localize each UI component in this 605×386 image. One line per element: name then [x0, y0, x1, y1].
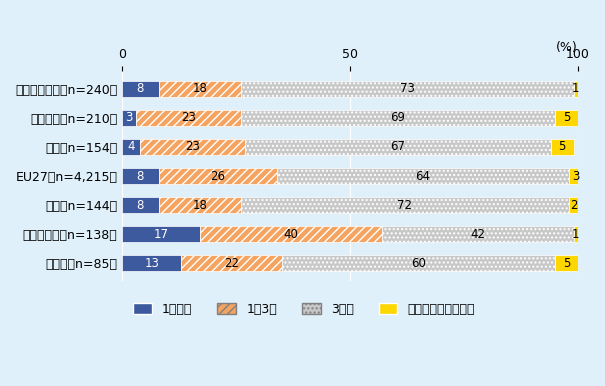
- Text: 5: 5: [558, 141, 566, 153]
- Text: 1: 1: [572, 82, 580, 95]
- Text: 4: 4: [128, 141, 135, 153]
- Text: 8: 8: [137, 199, 144, 212]
- Bar: [159, 168, 277, 184]
- Bar: [282, 256, 555, 271]
- Bar: [277, 168, 569, 184]
- Text: 67: 67: [390, 141, 405, 153]
- Bar: [241, 81, 574, 96]
- Bar: [122, 256, 182, 271]
- Bar: [555, 256, 578, 271]
- Text: 40: 40: [283, 228, 298, 241]
- Bar: [136, 110, 241, 126]
- Text: 8: 8: [137, 82, 144, 95]
- Bar: [200, 226, 382, 242]
- Text: 23: 23: [181, 111, 195, 124]
- Bar: [122, 226, 200, 242]
- Text: 72: 72: [397, 199, 412, 212]
- Legend: 1年未満, 1〜3年, 3年超, わからない／未回答: 1年未満, 1〜3年, 3年超, わからない／未回答: [128, 298, 480, 321]
- Bar: [382, 226, 574, 242]
- Text: 18: 18: [192, 199, 207, 212]
- Text: 5: 5: [563, 111, 571, 124]
- Text: 3: 3: [125, 111, 132, 124]
- Text: 60: 60: [411, 257, 426, 270]
- Text: 17: 17: [153, 228, 168, 241]
- Text: 2: 2: [570, 199, 577, 212]
- Text: (%): (%): [557, 41, 578, 54]
- Bar: [569, 168, 583, 184]
- Text: 69: 69: [390, 111, 405, 124]
- Text: 18: 18: [192, 82, 207, 95]
- Bar: [122, 168, 159, 184]
- Bar: [555, 110, 578, 126]
- Bar: [122, 139, 140, 155]
- Bar: [159, 81, 241, 96]
- Bar: [182, 256, 282, 271]
- Bar: [245, 139, 551, 155]
- Bar: [551, 139, 574, 155]
- Text: 26: 26: [211, 169, 225, 183]
- Bar: [140, 139, 245, 155]
- Text: 1: 1: [572, 228, 580, 241]
- Bar: [241, 110, 555, 126]
- Bar: [122, 197, 159, 213]
- Text: 8: 8: [137, 169, 144, 183]
- Bar: [159, 197, 241, 213]
- Text: 5: 5: [563, 257, 571, 270]
- Bar: [241, 197, 569, 213]
- Text: 23: 23: [185, 141, 200, 153]
- Text: 13: 13: [145, 257, 159, 270]
- Text: 42: 42: [470, 228, 485, 241]
- Text: 3: 3: [572, 169, 580, 183]
- Bar: [574, 81, 578, 96]
- Text: 73: 73: [400, 82, 414, 95]
- Bar: [574, 226, 578, 242]
- Bar: [122, 81, 159, 96]
- Bar: [569, 197, 578, 213]
- Text: 64: 64: [416, 169, 431, 183]
- Text: 22: 22: [224, 257, 239, 270]
- Bar: [122, 110, 136, 126]
